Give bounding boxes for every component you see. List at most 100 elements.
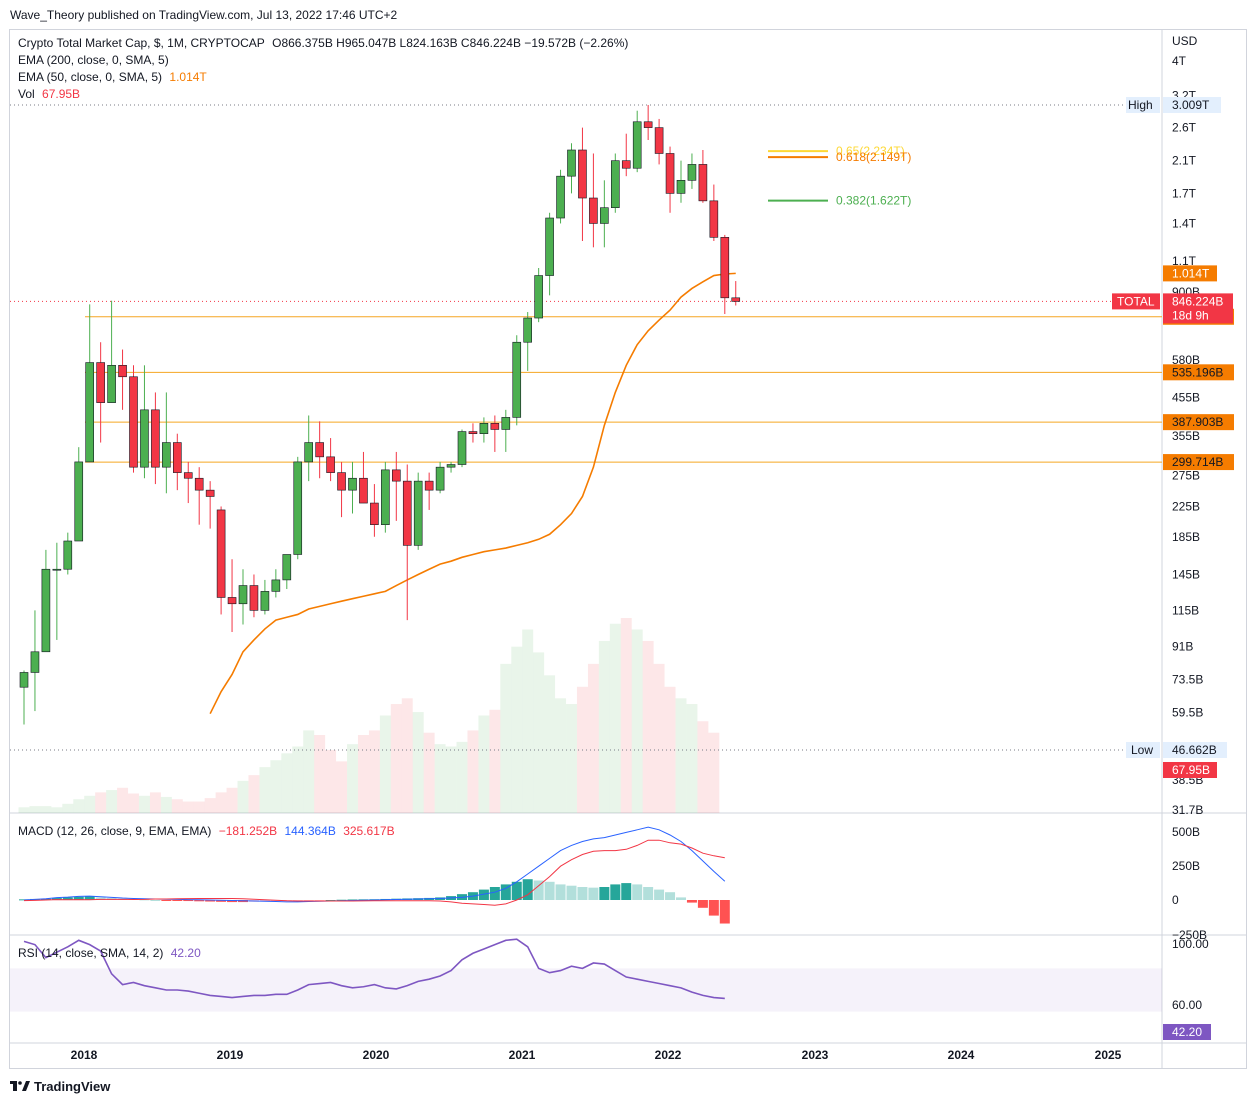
candle-body xyxy=(370,502,379,525)
candle-body xyxy=(402,480,412,546)
candle-body xyxy=(490,423,500,430)
volume-bar xyxy=(598,640,610,813)
vol-price-label: 67.95B xyxy=(1172,763,1210,777)
volume-bar xyxy=(467,730,479,813)
candle-body xyxy=(326,456,335,473)
macd-label[interactable]: MACD (12, 26, close, 9, EMA, EMA) xyxy=(18,824,212,838)
candle xyxy=(74,447,84,542)
macd-hist-value: −181.252B xyxy=(218,824,278,838)
candle-body xyxy=(545,217,554,276)
macd-hist-bar xyxy=(183,900,194,902)
ema50-label[interactable]: EMA (50, close, 0, SMA, 5) xyxy=(18,70,163,84)
rsi-label[interactable]: RSI (14, close, SMA, 14, 2) xyxy=(18,946,164,960)
candle xyxy=(578,127,587,241)
macd-hist-bar xyxy=(84,896,95,900)
candle xyxy=(52,542,62,640)
macd-axis-tick: 0 xyxy=(1172,893,1179,907)
volume-bar xyxy=(237,780,249,813)
legend-ema50-row: EMA (50, close, 0, SMA, 5) 1.014T xyxy=(18,70,211,84)
last-price-label: 846.224B xyxy=(1172,294,1223,308)
countdown-label: 18d 9h xyxy=(1172,308,1209,322)
price-axis-tick: 355B xyxy=(1172,429,1200,443)
candle-body xyxy=(413,480,423,546)
candle xyxy=(676,160,686,203)
macd-hist-bar xyxy=(314,900,325,901)
candle-body xyxy=(556,175,565,219)
volume-bar xyxy=(259,767,271,813)
candle-body xyxy=(41,568,51,653)
candle xyxy=(391,451,401,521)
volume-bar xyxy=(149,792,161,813)
footer-brand[interactable]: TradingView xyxy=(10,1079,110,1094)
volume-bar xyxy=(379,715,391,813)
candle-body xyxy=(381,469,390,525)
symbol-title[interactable]: Crypto Total Market Cap, $, 1M, CRYPTOCA… xyxy=(18,36,265,50)
price-axis-tick: 225B xyxy=(1172,499,1200,513)
candle xyxy=(709,184,719,241)
candle-body xyxy=(446,464,456,468)
legend-vol-row: Vol 67.95B xyxy=(18,87,84,101)
volume-bar xyxy=(171,799,183,813)
volume-bar xyxy=(675,698,687,813)
high-price-label: 3.009T xyxy=(1172,98,1210,112)
volume-bar xyxy=(609,623,621,813)
candle-body xyxy=(96,362,105,403)
candle-body xyxy=(315,442,324,458)
candle xyxy=(151,392,160,485)
price-axis-tick: 1.7T xyxy=(1172,186,1197,200)
candle-body xyxy=(52,568,62,571)
candle xyxy=(63,532,73,575)
volume-bar xyxy=(423,732,435,813)
macd-hist-bar xyxy=(40,898,51,900)
macd-hist-bar xyxy=(172,900,183,901)
ema-price-label: 1.014T xyxy=(1172,266,1210,280)
candle-body xyxy=(304,442,314,463)
volume-bar xyxy=(412,712,424,813)
volume-bar xyxy=(555,698,567,813)
candle-body xyxy=(589,197,598,224)
volume-bar xyxy=(566,704,577,813)
volume-bar xyxy=(314,735,326,813)
volume-bar xyxy=(106,790,118,813)
volume-bar xyxy=(390,704,402,813)
macd-hist-bar xyxy=(621,883,632,900)
volume-bar xyxy=(117,787,129,813)
macd-hist-bar xyxy=(686,900,697,903)
price-axis-tick: 2.1T xyxy=(1172,154,1197,168)
candle-body xyxy=(534,275,543,319)
low-tag xyxy=(1126,742,1160,758)
candle-body xyxy=(600,207,609,224)
macd-hist-bar xyxy=(259,900,270,902)
candle xyxy=(600,180,609,248)
time-axis-label: 2018 xyxy=(71,1048,98,1062)
macd-hist-bar xyxy=(194,900,205,902)
candle xyxy=(687,153,697,189)
candle xyxy=(523,312,533,371)
candle-body xyxy=(293,461,303,555)
ema200-label[interactable]: EMA (200, close, 0, SMA, 5) xyxy=(18,53,169,67)
volume-bar xyxy=(686,704,698,813)
macd-hist-bar xyxy=(347,899,358,901)
candle xyxy=(107,300,116,403)
volume-bar xyxy=(434,744,446,813)
macd-hist-bar xyxy=(292,900,303,901)
price-axis-tick: 2.6T xyxy=(1172,121,1197,135)
fib-level-label: 0.65(2.234T) xyxy=(836,144,905,158)
macd-line xyxy=(23,826,726,903)
time-axis-label: 2021 xyxy=(509,1048,536,1062)
volume-bar xyxy=(18,807,30,813)
symbol-tag xyxy=(1112,293,1160,310)
candle-body xyxy=(709,200,719,238)
tradingview-logo-icon xyxy=(10,1080,30,1091)
vol-label[interactable]: Vol xyxy=(18,87,35,101)
vol-price-tag xyxy=(1163,762,1217,778)
legend-ema200-row: EMA (200, close, 0, SMA, 5) xyxy=(18,53,173,67)
last-price-tag xyxy=(1163,293,1233,324)
macd-hist-bar xyxy=(51,898,62,900)
level-price-label: 535.196B xyxy=(1172,365,1223,379)
macd-hist-bar xyxy=(665,892,676,900)
candle-body xyxy=(359,477,368,504)
macd-hist-bar xyxy=(697,900,708,908)
candle-body xyxy=(238,585,248,605)
